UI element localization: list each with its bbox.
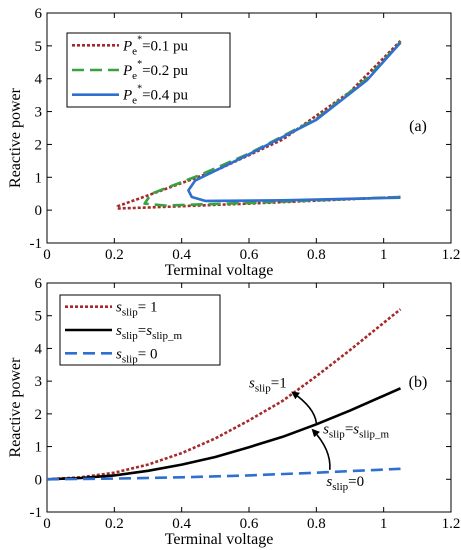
- y-tick-label: 2: [35, 407, 43, 423]
- x-tick-label: 0.4: [172, 247, 191, 263]
- x-tick-label: 0.6: [240, 516, 259, 532]
- legend: sslip= 1 sslip=sslip_m sslip= 0: [59, 294, 221, 366]
- legend-entry-3: Pe*=0.4 pu: [122, 84, 189, 107]
- x-tick-label: 1: [380, 247, 388, 263]
- x-tick-label: 0.2: [105, 247, 124, 263]
- x-tick-label: 1.2: [442, 516, 461, 532]
- y-tick-label: 6: [35, 6, 43, 22]
- series-line-3: [46, 467, 401, 481]
- y-tick-label: 4: [35, 341, 43, 357]
- y-tick-label: 5: [35, 39, 43, 55]
- x-axis-label: Terminal voltage: [165, 262, 274, 279]
- y-tick-label: -1: [30, 236, 43, 252]
- series-line-2: [46, 387, 402, 481]
- series-line-3: [187, 41, 402, 203]
- y-tick-label: 3: [35, 374, 43, 390]
- series-line-1: [46, 308, 402, 481]
- x-tick-label: 1: [380, 516, 388, 532]
- annotation-arrow-1: [291, 391, 318, 424]
- legend-entry-2: sslip=sslip_m: [116, 323, 182, 342]
- x-tick-label: 0.8: [307, 516, 326, 532]
- legend-entry-2: Pe*=0.2 pu: [122, 59, 189, 82]
- y-tick-label: 1: [35, 170, 43, 186]
- legend-entry-3: sslip= 0: [116, 346, 157, 365]
- y-tick-label: 5: [35, 309, 43, 325]
- annotation-3: sslip=0: [326, 474, 364, 493]
- y-tick-label: 6: [35, 276, 43, 292]
- panel-label: (b): [409, 374, 428, 391]
- y-tick-label: 1: [35, 440, 43, 456]
- y-axis-label: Reactive power: [7, 357, 24, 458]
- x-tick-label: 0: [43, 247, 51, 263]
- annotation-2: sslip=sslip_m: [323, 421, 389, 440]
- legend-entry-1: Pe*=0.1 pu: [122, 34, 189, 57]
- x-tick-label: 1.2: [442, 247, 461, 263]
- annotation-1: sslip=1: [249, 376, 287, 395]
- y-tick-label: 0: [35, 203, 43, 219]
- x-tick-label: 0.8: [307, 247, 326, 263]
- y-tick-label: 4: [35, 72, 43, 88]
- x-tick-label: 0.2: [105, 516, 124, 532]
- y-axis-label: Reactive power: [7, 87, 24, 188]
- panel-label: (a): [409, 118, 427, 135]
- x-axis-label: Terminal voltage: [165, 531, 274, 548]
- y-tick-label: 2: [35, 137, 43, 153]
- series-line-2: [143, 41, 402, 207]
- y-tick-label: -1: [30, 505, 43, 521]
- x-tick-label: 0: [43, 516, 51, 532]
- y-tick-label: 0: [35, 472, 43, 488]
- y-tick-label: 3: [35, 105, 43, 121]
- x-tick-label: 0.6: [240, 247, 259, 263]
- x-tick-label: 0.4: [172, 516, 191, 532]
- annotation-arrow-2: [311, 428, 331, 470]
- legend-entry-1: sslip= 1: [116, 300, 157, 319]
